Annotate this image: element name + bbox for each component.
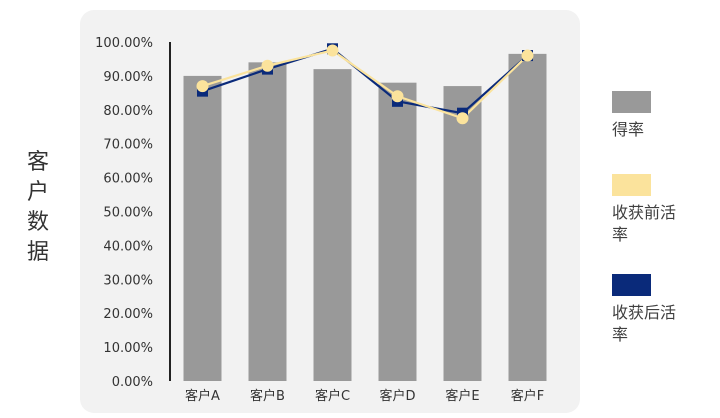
legend-label-before: 收获前活率 — [612, 203, 677, 244]
bar-score — [183, 75, 222, 382]
bars — [183, 53, 547, 382]
x-tick-label: 客户C — [315, 388, 350, 404]
y-tick-label: 100.00% — [95, 36, 153, 51]
bar-score — [508, 53, 547, 382]
marker-before — [391, 90, 404, 103]
side-title: 客户数据 — [26, 150, 49, 265]
legend-swatch-after — [612, 274, 651, 296]
y-tick-label: 30.00% — [103, 273, 153, 288]
y-tick-label: 0.00% — [112, 375, 153, 390]
bar-score — [378, 82, 417, 382]
y-tick-label: 50.00% — [103, 206, 153, 221]
line-before — [202, 49, 529, 120]
x-tick-label: 客户F — [511, 388, 544, 404]
marker-before — [456, 112, 469, 125]
legend-swatch-score — [612, 91, 651, 113]
x-tick-labels: 客户A 客户B 客户C 客户D 客户E 客户F — [185, 388, 544, 404]
y-tick-label: 90.00% — [103, 70, 153, 85]
legend-label-score: 得率 — [612, 120, 645, 139]
legend-label-after: 收获后活率 — [612, 303, 677, 344]
y-tick-label: 10.00% — [103, 341, 153, 356]
y-tick-labels: 0.00% 10.00% 20.00% 30.00% 40.00% 50.00% 60.00… — [95, 36, 153, 390]
series-markers — [196, 43, 534, 125]
marker-before — [326, 44, 339, 57]
y-tick-label: 80.00% — [103, 104, 153, 119]
legend-item-before: 收获前活率 — [612, 174, 712, 246]
bar-score — [313, 69, 352, 382]
x-tick-label: 客户A — [185, 388, 220, 404]
y-tick-label: 60.00% — [103, 172, 153, 187]
marker-before — [196, 80, 209, 93]
y-tick-label: 20.00% — [103, 307, 153, 322]
x-tick-label: 客户B — [250, 388, 285, 404]
marker-before — [261, 59, 274, 72]
x-tick-label: 客户E — [445, 388, 479, 404]
bar-score — [248, 62, 287, 382]
y-tick-label: 40.00% — [103, 239, 153, 254]
bar-score — [443, 86, 482, 381]
marker-before — [521, 49, 534, 62]
legend-item-after: 收获后活率 — [612, 274, 712, 346]
y-tick-label: 70.00% — [103, 138, 153, 153]
line-after — [202, 47, 529, 115]
series-lines — [202, 47, 529, 120]
legend-item-score: 得率 — [612, 91, 712, 141]
x-tick-label: 客户D — [379, 388, 415, 404]
legend-swatch-before — [612, 174, 651, 196]
